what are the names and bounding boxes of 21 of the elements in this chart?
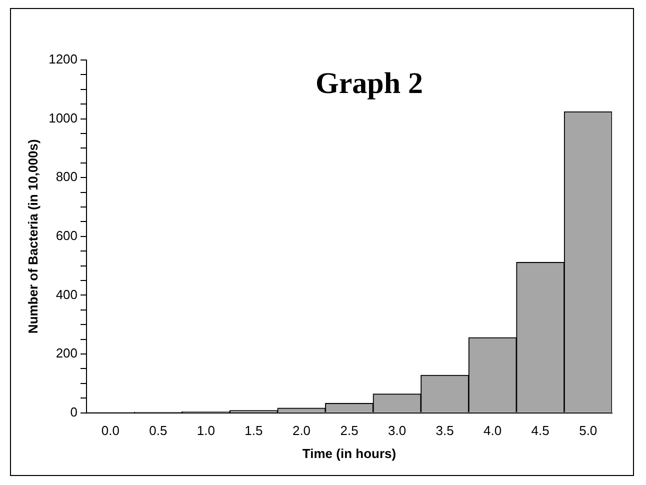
x-tick-label: 3.0 — [388, 423, 406, 438]
y-tick-label: 1200 — [48, 52, 78, 67]
x-tick-label: 0.5 — [149, 423, 168, 438]
x-tick-label: 2.5 — [340, 423, 358, 438]
x-axis-title: Time (in hours) — [302, 446, 396, 461]
y-tick-label: 0 — [70, 404, 78, 420]
x-tick-label: 0.0 — [101, 423, 120, 438]
chart-title: Graph 2 — [315, 66, 424, 100]
x-tick-label: 4.5 — [531, 423, 550, 438]
x-tick-label: 3.5 — [436, 423, 454, 438]
y-tick-label: 1000 — [48, 110, 78, 126]
x-tick-label: 4.0 — [484, 423, 502, 438]
y-tick-label: 600 — [56, 228, 78, 243]
x-tick-label: 5.0 — [579, 423, 598, 438]
x-tick-label: 1.5 — [244, 423, 263, 438]
y-tick-label: 200 — [56, 346, 78, 361]
y-tick-label: 400 — [56, 286, 78, 302]
y-axis-title: Number of Bacteria (in 10,000s) — [25, 139, 40, 334]
x-tick-label: 2.0 — [292, 423, 311, 438]
y-tick-label: 800 — [56, 169, 78, 184]
x-tick-label: 1.0 — [196, 423, 215, 438]
